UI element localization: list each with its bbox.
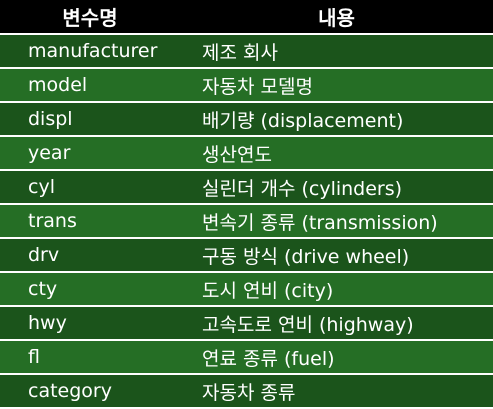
table-row: manufacturer 제조 회사 (0, 33, 493, 68)
variable-description-cell: 도시 연비 (city) (180, 271, 493, 306)
variable-description-cell: 고속도로 연비 (highway) (180, 305, 493, 340)
variable-description-cell: 제조 회사 (180, 33, 493, 68)
table-row: trans 변속기 종류 (transmission) (0, 203, 493, 238)
column-header-description: 내용 (180, 0, 493, 35)
table-row: fl 연료 종류 (fuel) (0, 339, 493, 374)
variable-description-cell: 배기량 (displacement) (180, 101, 493, 136)
column-header-variable-name: 변수명 (0, 0, 180, 35)
variable-description-cell: 자동차 종류 (180, 373, 493, 407)
variable-name-cell: year (0, 135, 180, 170)
table-row: year 생산연도 (0, 135, 493, 170)
variable-description-cell: 실린더 개수 (cylinders) (180, 169, 493, 204)
variable-description-cell: 자동차 모델명 (180, 67, 493, 102)
variable-name-cell: hwy (0, 305, 180, 340)
variable-description-cell: 구동 방식 (drive wheel) (180, 237, 493, 272)
table-header-row: 변수명 내용 (0, 0, 493, 35)
table-row: cyl 실린더 개수 (cylinders) (0, 169, 493, 204)
variable-name-cell: category (0, 373, 180, 407)
variable-name-cell: model (0, 67, 180, 102)
variable-description-cell: 변속기 종류 (transmission) (180, 203, 493, 238)
table-row: hwy 고속도로 연비 (highway) (0, 305, 493, 340)
variable-name-cell: trans (0, 203, 180, 238)
table-row: cty 도시 연비 (city) (0, 271, 493, 306)
table-row: displ 배기량 (displacement) (0, 101, 493, 136)
table-row: model 자동차 모델명 (0, 67, 493, 102)
table-row: category 자동차 종류 (0, 373, 493, 407)
variable-name-cell: cyl (0, 169, 180, 204)
variable-name-cell: displ (0, 101, 180, 136)
variable-name-cell: manufacturer (0, 33, 180, 68)
variable-description-cell: 생산연도 (180, 135, 493, 170)
variable-name-cell: drv (0, 237, 180, 272)
variable-name-cell: fl (0, 339, 180, 374)
variable-name-cell: cty (0, 271, 180, 306)
variable-description-cell: 연료 종류 (fuel) (180, 339, 493, 374)
table-row: drv 구동 방식 (drive wheel) (0, 237, 493, 272)
